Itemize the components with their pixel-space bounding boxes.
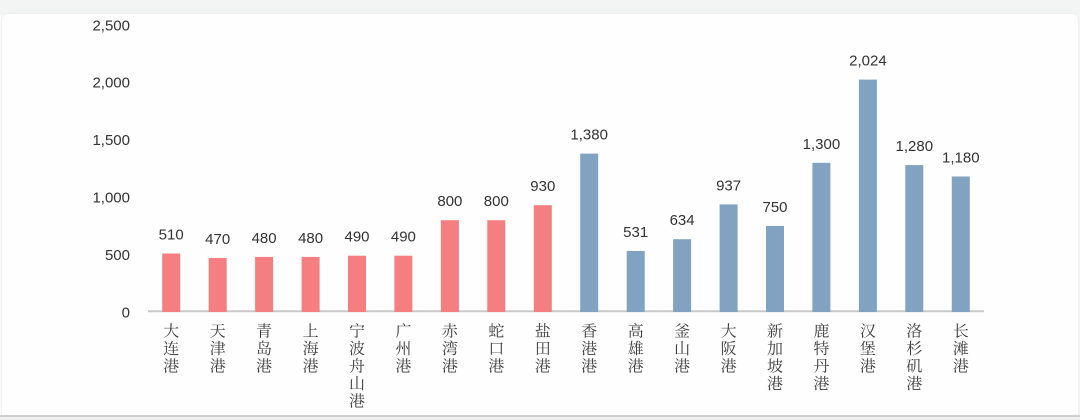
- svg-text:1,500: 1,500: [92, 132, 130, 149]
- svg-text:490: 490: [344, 229, 369, 246]
- svg-text:937: 937: [716, 177, 741, 194]
- svg-text:2,024: 2,024: [849, 53, 887, 70]
- svg-text:930: 930: [530, 178, 555, 195]
- svg-text:490: 490: [391, 229, 416, 246]
- svg-text:500: 500: [105, 247, 130, 264]
- svg-text:2,000: 2,000: [92, 75, 130, 92]
- svg-text:2,500: 2,500: [92, 17, 130, 34]
- svg-text:470: 470: [205, 231, 230, 248]
- svg-text:0: 0: [122, 304, 130, 321]
- svg-text:531: 531: [623, 224, 648, 241]
- svg-text:1,000: 1,000: [92, 190, 130, 207]
- svg-text:480: 480: [298, 230, 323, 247]
- svg-text:1,380: 1,380: [570, 127, 608, 144]
- svg-text:1,180: 1,180: [942, 150, 980, 167]
- svg-text:750: 750: [762, 199, 787, 216]
- svg-text:800: 800: [484, 193, 509, 210]
- svg-text:510: 510: [159, 227, 184, 244]
- svg-text:480: 480: [252, 230, 277, 247]
- svg-text:1,300: 1,300: [803, 136, 841, 153]
- svg-text:1,280: 1,280: [896, 138, 934, 155]
- svg-text:800: 800: [437, 193, 462, 210]
- svg-text:634: 634: [670, 212, 695, 229]
